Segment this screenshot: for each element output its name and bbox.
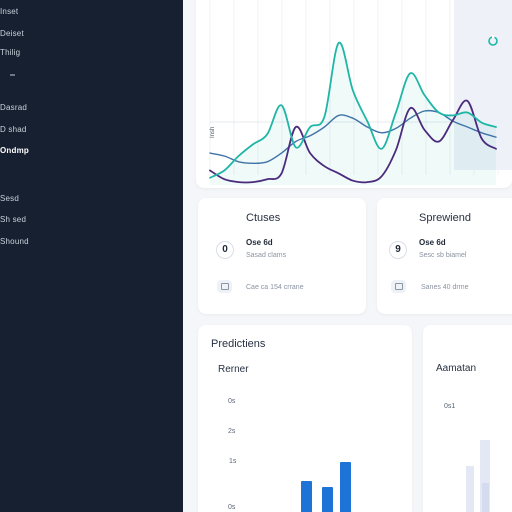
sidebar-item-4[interactable]: D shad [0, 125, 27, 134]
ghost-bar [466, 466, 474, 512]
y-tick-label: 0s [228, 504, 236, 511]
bar-0[interactable] [301, 480, 312, 512]
predictions-card: Predictiens Rerner 0s 2s 1s 0s [198, 325, 412, 512]
ghost-bar [482, 483, 489, 512]
sidebar: Inset Deiset Thilig Dasrad D shad Ondmp … [0, 0, 183, 512]
card-footer-text: Cae ca 154 crrane [246, 284, 304, 291]
series-line-0 [209, 41, 497, 179]
y-tick-label: 0s [228, 398, 236, 405]
metric-subtext: Sesc sb biamel [419, 252, 467, 259]
sidebar-item-1[interactable]: Deiset [0, 29, 24, 38]
sidebar-item-5-active[interactable]: Ondmp [0, 146, 29, 155]
bar-1[interactable] [322, 487, 333, 512]
ghost-bar [480, 440, 490, 512]
metric-card-cases[interactable]: Ctuses 0 Ose 6d Sasad clams Cae ca 154 c… [198, 198, 366, 314]
metric-value: Ose 6d [246, 238, 273, 247]
card-title: Ctuses [246, 212, 281, 224]
metric-subtext: Sasad clams [246, 252, 287, 259]
monitor-icon [391, 280, 406, 293]
card-footer-text: Sanes 40 drme [421, 284, 469, 291]
sidebar-item-6[interactable]: Sesd [0, 194, 20, 203]
sidebar-item-2[interactable]: Thilig [0, 48, 21, 57]
sidebar-item-0[interactable]: Inset [0, 7, 19, 16]
series-area [210, 42, 496, 186]
series-line-1 [209, 99, 497, 184]
y-axis-label: Insh [210, 127, 216, 138]
y-tick-label: 2s [228, 428, 236, 435]
y-tick-label: 0s1 [444, 403, 456, 410]
metric-card-spend[interactable]: Sprewiend 9 Ose 6d Sesc sb biamel Sanes … [377, 198, 512, 314]
calendar-icon [217, 280, 232, 293]
analytics-subtitle: Aamatan [436, 363, 477, 374]
analytics-card: Aamatan 0s1 [423, 325, 512, 512]
predictions-title: Predictiens [211, 338, 266, 350]
sidebar-divider [10, 74, 15, 76]
predictions-subtitle: Rerner [218, 364, 249, 375]
sidebar-item-7[interactable]: Sh sed [0, 215, 27, 224]
trend-chart-card: Insh [196, 0, 512, 188]
metric-value: Ose 6d [419, 238, 446, 247]
metric-icon: 0 [216, 241, 234, 259]
card-title: Sprewiend [419, 212, 471, 224]
sidebar-item-3[interactable]: Dasrad [0, 103, 27, 112]
metric-icon: 9 [389, 241, 407, 259]
bar-2[interactable] [340, 462, 351, 512]
series-line-2 [209, 109, 497, 165]
refresh-icon[interactable] [488, 35, 498, 46]
trend-chart: Insh [209, 0, 512, 186]
y-tick-label: 1s [229, 458, 237, 465]
sidebar-item-8[interactable]: Shound [0, 237, 29, 246]
